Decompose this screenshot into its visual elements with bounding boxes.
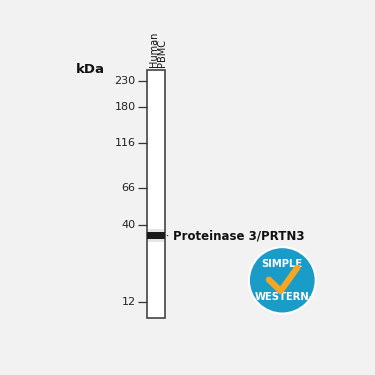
Text: WESTERN: WESTERN (255, 292, 310, 302)
Text: SIMPLE: SIMPLE (262, 259, 303, 269)
Bar (147, 232, 165, 239)
Text: PBMC: PBMC (157, 39, 167, 67)
Bar (147, 229, 165, 242)
Text: TM: TM (308, 296, 316, 301)
Text: 66: 66 (122, 183, 135, 193)
Bar (147, 69, 165, 318)
Text: Proteinase 3/PRTN3: Proteinase 3/PRTN3 (167, 229, 305, 242)
Text: Human: Human (149, 31, 159, 67)
Text: 40: 40 (122, 220, 135, 231)
Text: 180: 180 (114, 102, 135, 112)
Text: 12: 12 (122, 297, 135, 307)
Text: 230: 230 (114, 76, 135, 86)
Text: kDa: kDa (76, 63, 105, 76)
Text: 116: 116 (114, 138, 135, 148)
Circle shape (249, 247, 316, 314)
